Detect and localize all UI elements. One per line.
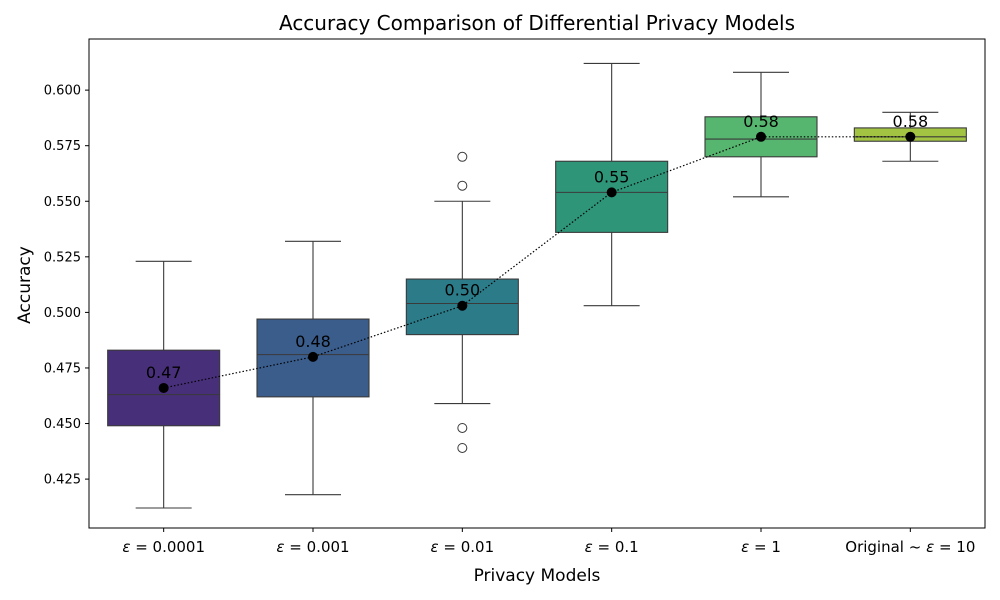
y-tick-label: 0.600	[44, 84, 81, 99]
y-tick-label: 0.475	[44, 361, 81, 376]
mean-trend-line	[163, 136, 911, 389]
x-tick-label-suffix: = 0.0001	[130, 538, 205, 556]
outlier-point	[457, 180, 468, 191]
outlier-point	[457, 422, 468, 433]
x-tick-label: ε = 0.001	[276, 538, 349, 556]
x-tick-label-suffix: = 1	[749, 538, 781, 556]
mean-value-label: 0.50	[445, 281, 481, 300]
mean-marker	[905, 131, 916, 142]
x-tick-label: ε = 0.1	[585, 538, 639, 556]
x-tick-label: Original ~ ε = 10	[845, 538, 975, 556]
x-tick-label-eps: ε	[585, 538, 593, 556]
x-tick-label: ε = 0.01	[431, 538, 495, 556]
mean-marker	[606, 187, 617, 198]
mean-marker	[756, 131, 766, 142]
y-tick-label: 0.575	[44, 139, 81, 154]
y-axis-label: Accuracy	[15, 246, 35, 324]
x-tick-label-eps: ε	[276, 538, 284, 556]
mean-marker	[457, 300, 468, 311]
mean-marker	[158, 382, 169, 393]
chart-title: Accuracy Comparison of Differential Priv…	[279, 11, 795, 35]
mean-value-label: 0.55	[594, 167, 630, 186]
x-tick-label-suffix: = 0.001	[285, 538, 350, 556]
x-tick-label: ε = 1	[741, 538, 781, 556]
outlier-point	[457, 442, 468, 453]
x-tick-label-prefix: Original ~	[845, 538, 926, 556]
x-tick-label-suffix: = 0.1	[593, 538, 639, 556]
y-tick-label: 0.425	[44, 473, 81, 488]
y-tick-label: 0.450	[44, 417, 81, 432]
mean-value-label: 0.47	[146, 363, 182, 382]
box-group	[256, 240, 370, 496]
mean-value-label: 0.58	[893, 112, 929, 131]
x-tick-label-eps: ε	[926, 538, 934, 556]
y-tick-label: 0.525	[44, 250, 81, 265]
mean-marker	[308, 351, 318, 362]
x-tick-label-eps: ε	[122, 538, 130, 556]
x-tick-label-eps: ε	[431, 538, 439, 556]
y-tick-label: 0.550	[44, 195, 81, 210]
plot-frame	[88, 38, 986, 529]
outlier-point	[457, 151, 468, 162]
x-tick-label-suffix: = 0.01	[439, 538, 495, 556]
x-tick-label-eps: ε	[741, 538, 749, 556]
y-tick-label: 0.500	[44, 306, 81, 321]
y-axis: 0.425 0.450 0.475 0.500 0.525 0.550 0.575 0.600	[44, 84, 89, 488]
mean-value-label: 0.58	[743, 112, 779, 131]
x-tick-label-suffix: = 10	[934, 538, 975, 556]
x-tick-label: ε = 0.0001	[122, 538, 205, 556]
mean-value-label: 0.48	[295, 332, 331, 351]
plot-area: 0.47 0.48 0.50 0.55 0.58 0.58	[88, 38, 986, 529]
x-axis-label: Privacy Models	[474, 566, 601, 586]
